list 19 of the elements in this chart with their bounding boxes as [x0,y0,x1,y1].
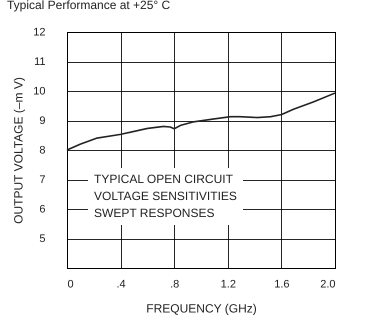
line-series [66,92,336,151]
y-tick-label: 12 [33,26,46,38]
y-tick-label: 5 [39,233,46,245]
x-axis-title: FREQUENCY (GHz) [146,302,257,316]
x-tick-label: 1.2 [220,278,236,290]
x-tick-label: .8 [170,278,180,290]
y-tick-label: 6 [39,204,46,216]
chart-title: Typical Performance at +25° C [7,0,171,12]
y-tick-label: 10 [33,86,46,98]
x-tick-label: 0 [68,278,74,290]
x-tick-label: 1.6 [274,278,290,290]
y-tick-label: 9 [39,115,46,127]
y-tick-label: 8 [39,144,46,156]
y-axis-title: OUTPUT VOLTAGE (–m V) [11,77,26,224]
x-tick-label: .4 [116,278,126,290]
x-tick-label: 2.0 [320,278,336,290]
annotation: TYPICAL OPEN CIRCUIT VOLTAGE SENSITIVITIES SWEPT RESPONSES [88,168,243,225]
y-tick-label: 11 [34,56,46,68]
y-tick-label: 7 [39,174,46,186]
